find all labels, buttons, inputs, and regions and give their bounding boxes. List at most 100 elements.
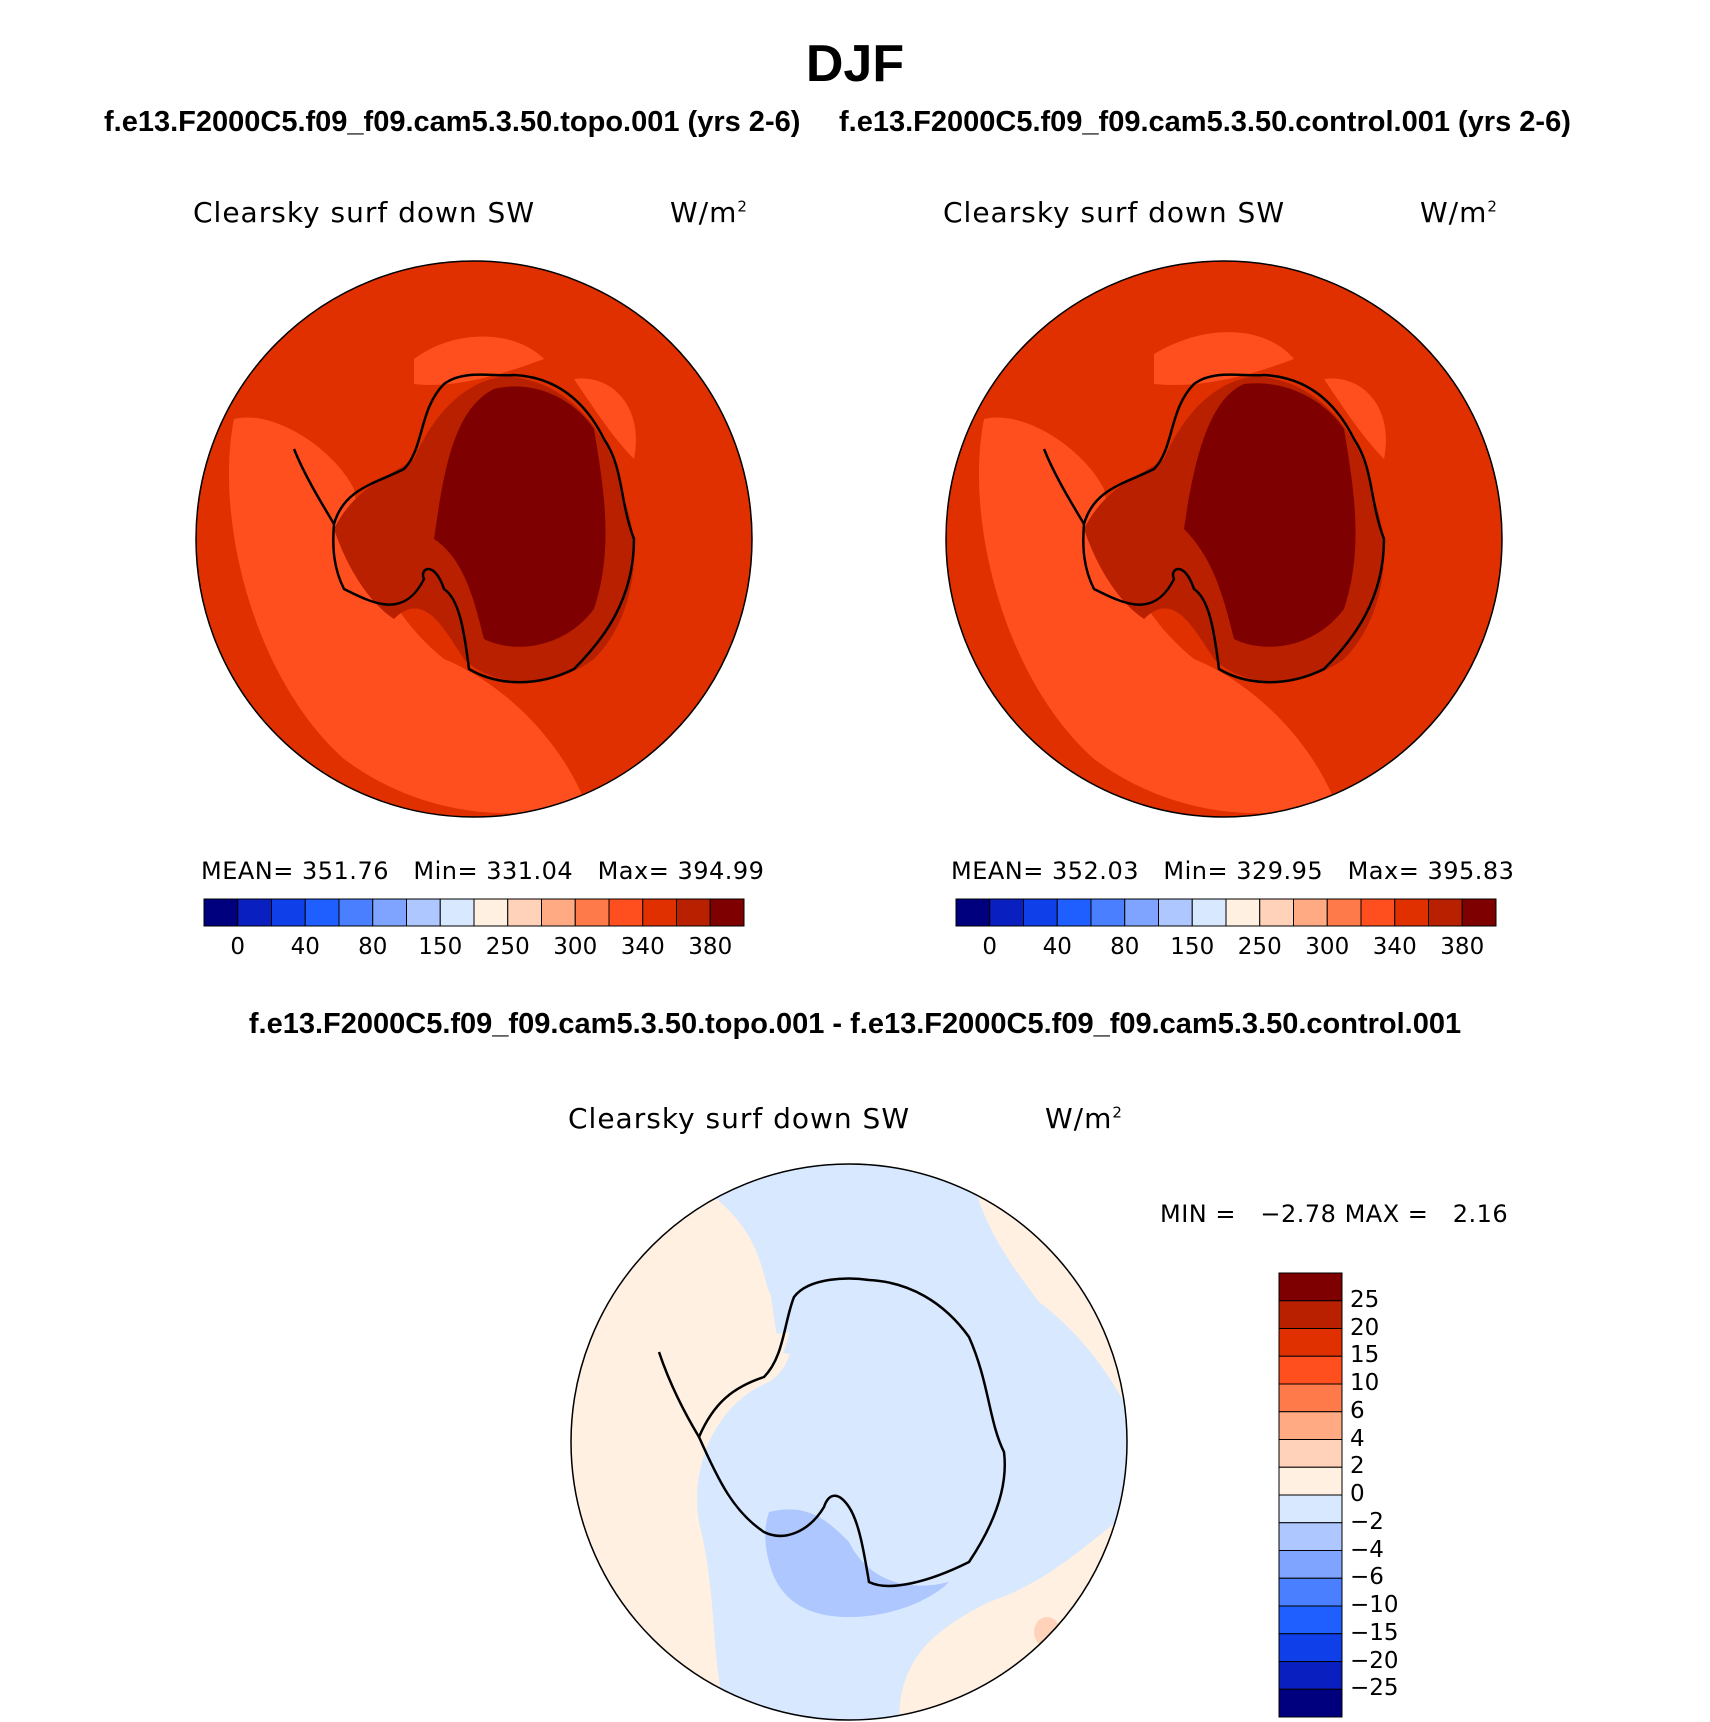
colorbar-box — [541, 898, 576, 927]
colorbar-tick-label: 150 — [1170, 934, 1215, 960]
colorbar-tick-label: 150 — [418, 934, 463, 960]
colorbar-tick-label: 250 — [1237, 934, 1282, 960]
left-min-value: 331.04 — [486, 857, 574, 885]
plateau-region — [434, 386, 606, 647]
colorbar-tick-label: −15 — [1350, 1619, 1399, 1646]
colorbar-box — [1360, 898, 1396, 927]
negative-diff-region — [765, 1509, 949, 1617]
colorbar-box — [1394, 898, 1429, 927]
mid-ocean-region — [574, 378, 636, 459]
colorbar-tick-label: 40 — [1042, 934, 1072, 960]
colorbar-box — [1278, 1355, 1343, 1385]
figure-title: DJF — [805, 35, 905, 93]
colorbar-tick-label: 15 — [1350, 1342, 1380, 1369]
colorbar-box — [1278, 1466, 1343, 1496]
antarctica-coastline — [1082, 373, 1386, 684]
left-units-label: W/m2 — [670, 196, 748, 229]
left-mean-value: 351.76 — [302, 857, 389, 885]
colorbar-box — [1278, 1661, 1343, 1690]
colorbar-tick-label: 6 — [1350, 1397, 1365, 1424]
colorbar-tick-label: 0 — [982, 934, 998, 960]
colorbar-box — [574, 898, 610, 927]
colorbar-tick-label: 0 — [1350, 1481, 1365, 1507]
right-max-value: 395.83 — [1427, 857, 1515, 885]
diff-units-label: W/m2 — [1045, 1102, 1123, 1135]
colorbar-box — [473, 898, 509, 927]
colorbar-box — [1158, 898, 1193, 927]
left-polar-map — [195, 260, 753, 818]
colorbar-box — [338, 898, 374, 927]
colorbar-box — [1278, 1550, 1343, 1579]
right-mean-value: 352.03 — [1052, 857, 1139, 885]
colorbar-tick-label: 20 — [1350, 1314, 1380, 1341]
positive-diff-coastal-region — [679, 1332, 789, 1402]
right-stats-line: MEAN= 352.03 Min= 329.95 Max= 395.83 — [951, 857, 1515, 885]
right-units-label: W/m2 — [1420, 196, 1498, 229]
peninsula-coastline — [657, 1351, 701, 1438]
colorbar-box — [1056, 898, 1092, 927]
map-boundary — [945, 260, 1503, 818]
zero-to-negative-diff-region — [659, 1164, 1127, 1720]
difference-polar-map — [570, 1163, 1128, 1721]
colorbar-tick-label: 4 — [1350, 1425, 1365, 1452]
colorbar-tick-label: 340 — [620, 934, 665, 960]
difference-colorbar — [1278, 1272, 1343, 1718]
positive-diff-spot — [1034, 1617, 1060, 1647]
colorbar-box — [709, 898, 745, 927]
right-min-value: 329.95 — [1236, 857, 1324, 885]
colorbar-box — [1278, 1633, 1343, 1662]
colorbar-box — [642, 898, 677, 927]
colorbar-box — [1278, 1300, 1343, 1329]
diff-max-value: 2.16 — [1452, 1200, 1509, 1228]
peninsula-coastline — [292, 448, 336, 525]
colorbar-box — [1278, 1688, 1343, 1718]
colorbar-box — [1461, 898, 1497, 927]
right-case-title: f.e13.F2000C5.f09_f09.cam5.3.50.control.… — [839, 106, 1571, 138]
left-case-title: f.e13.F2000C5.f09_f09.cam5.3.50.topo.001… — [104, 106, 801, 138]
colorbar-box — [1278, 1577, 1343, 1607]
colorbar-box — [1124, 898, 1159, 927]
colorbar-tick-label: 25 — [1350, 1286, 1380, 1313]
colorbar-box — [1259, 898, 1294, 927]
colorbar-box — [1278, 1383, 1343, 1413]
colorbar-box — [203, 898, 239, 927]
colorbar-tick-label: 80 — [1110, 934, 1140, 960]
colorbar-tick-label: 340 — [1372, 934, 1417, 960]
colorbar-tick-label: 250 — [485, 934, 530, 960]
colorbar-box — [237, 898, 272, 927]
colorbar-tick-label: 380 — [1440, 934, 1485, 960]
colorbar-box — [304, 898, 340, 927]
mid-ocean-region — [1154, 332, 1294, 385]
colorbar-box — [608, 898, 644, 927]
peninsula-coastline — [1042, 448, 1086, 525]
antarctica-coastline — [332, 373, 636, 684]
colorbar-tick-label: 380 — [688, 934, 733, 960]
colorbar-box — [406, 898, 441, 927]
left-max-value: 394.99 — [677, 857, 765, 885]
colorbar-tick-label: −20 — [1350, 1647, 1399, 1674]
colorbar-tick-label: 40 — [290, 934, 320, 960]
colorbar-box — [1428, 898, 1463, 927]
right-variable-label: Clearsky surf down SW — [943, 196, 1286, 229]
colorbar-tick-label: 2 — [1350, 1453, 1365, 1480]
right-polar-map — [945, 260, 1503, 818]
colorbar-box — [271, 898, 306, 927]
colorbar-tick-label: −4 — [1350, 1536, 1384, 1563]
colorbar-box — [1225, 898, 1261, 927]
mid-ocean-region — [1324, 378, 1386, 459]
colorbar-box — [1278, 1494, 1343, 1524]
colorbar-box — [1278, 1605, 1343, 1635]
colorbar-box — [372, 898, 407, 927]
colorbar-box — [955, 898, 991, 927]
map-boundary — [570, 1163, 1128, 1721]
colorbar-tick-label: 80 — [358, 934, 388, 960]
colorbar-box — [1023, 898, 1058, 927]
mid-ocean-region — [228, 417, 585, 814]
colorbar-tick-label: −2 — [1350, 1508, 1384, 1535]
colorbar-box — [1278, 1439, 1343, 1468]
colorbar-box — [1090, 898, 1126, 927]
colorbar-box — [1278, 1411, 1343, 1440]
colorbar-box — [676, 898, 711, 927]
left-variable-label: Clearsky surf down SW — [193, 196, 536, 229]
colorbar-tick-label: −6 — [1350, 1564, 1384, 1591]
